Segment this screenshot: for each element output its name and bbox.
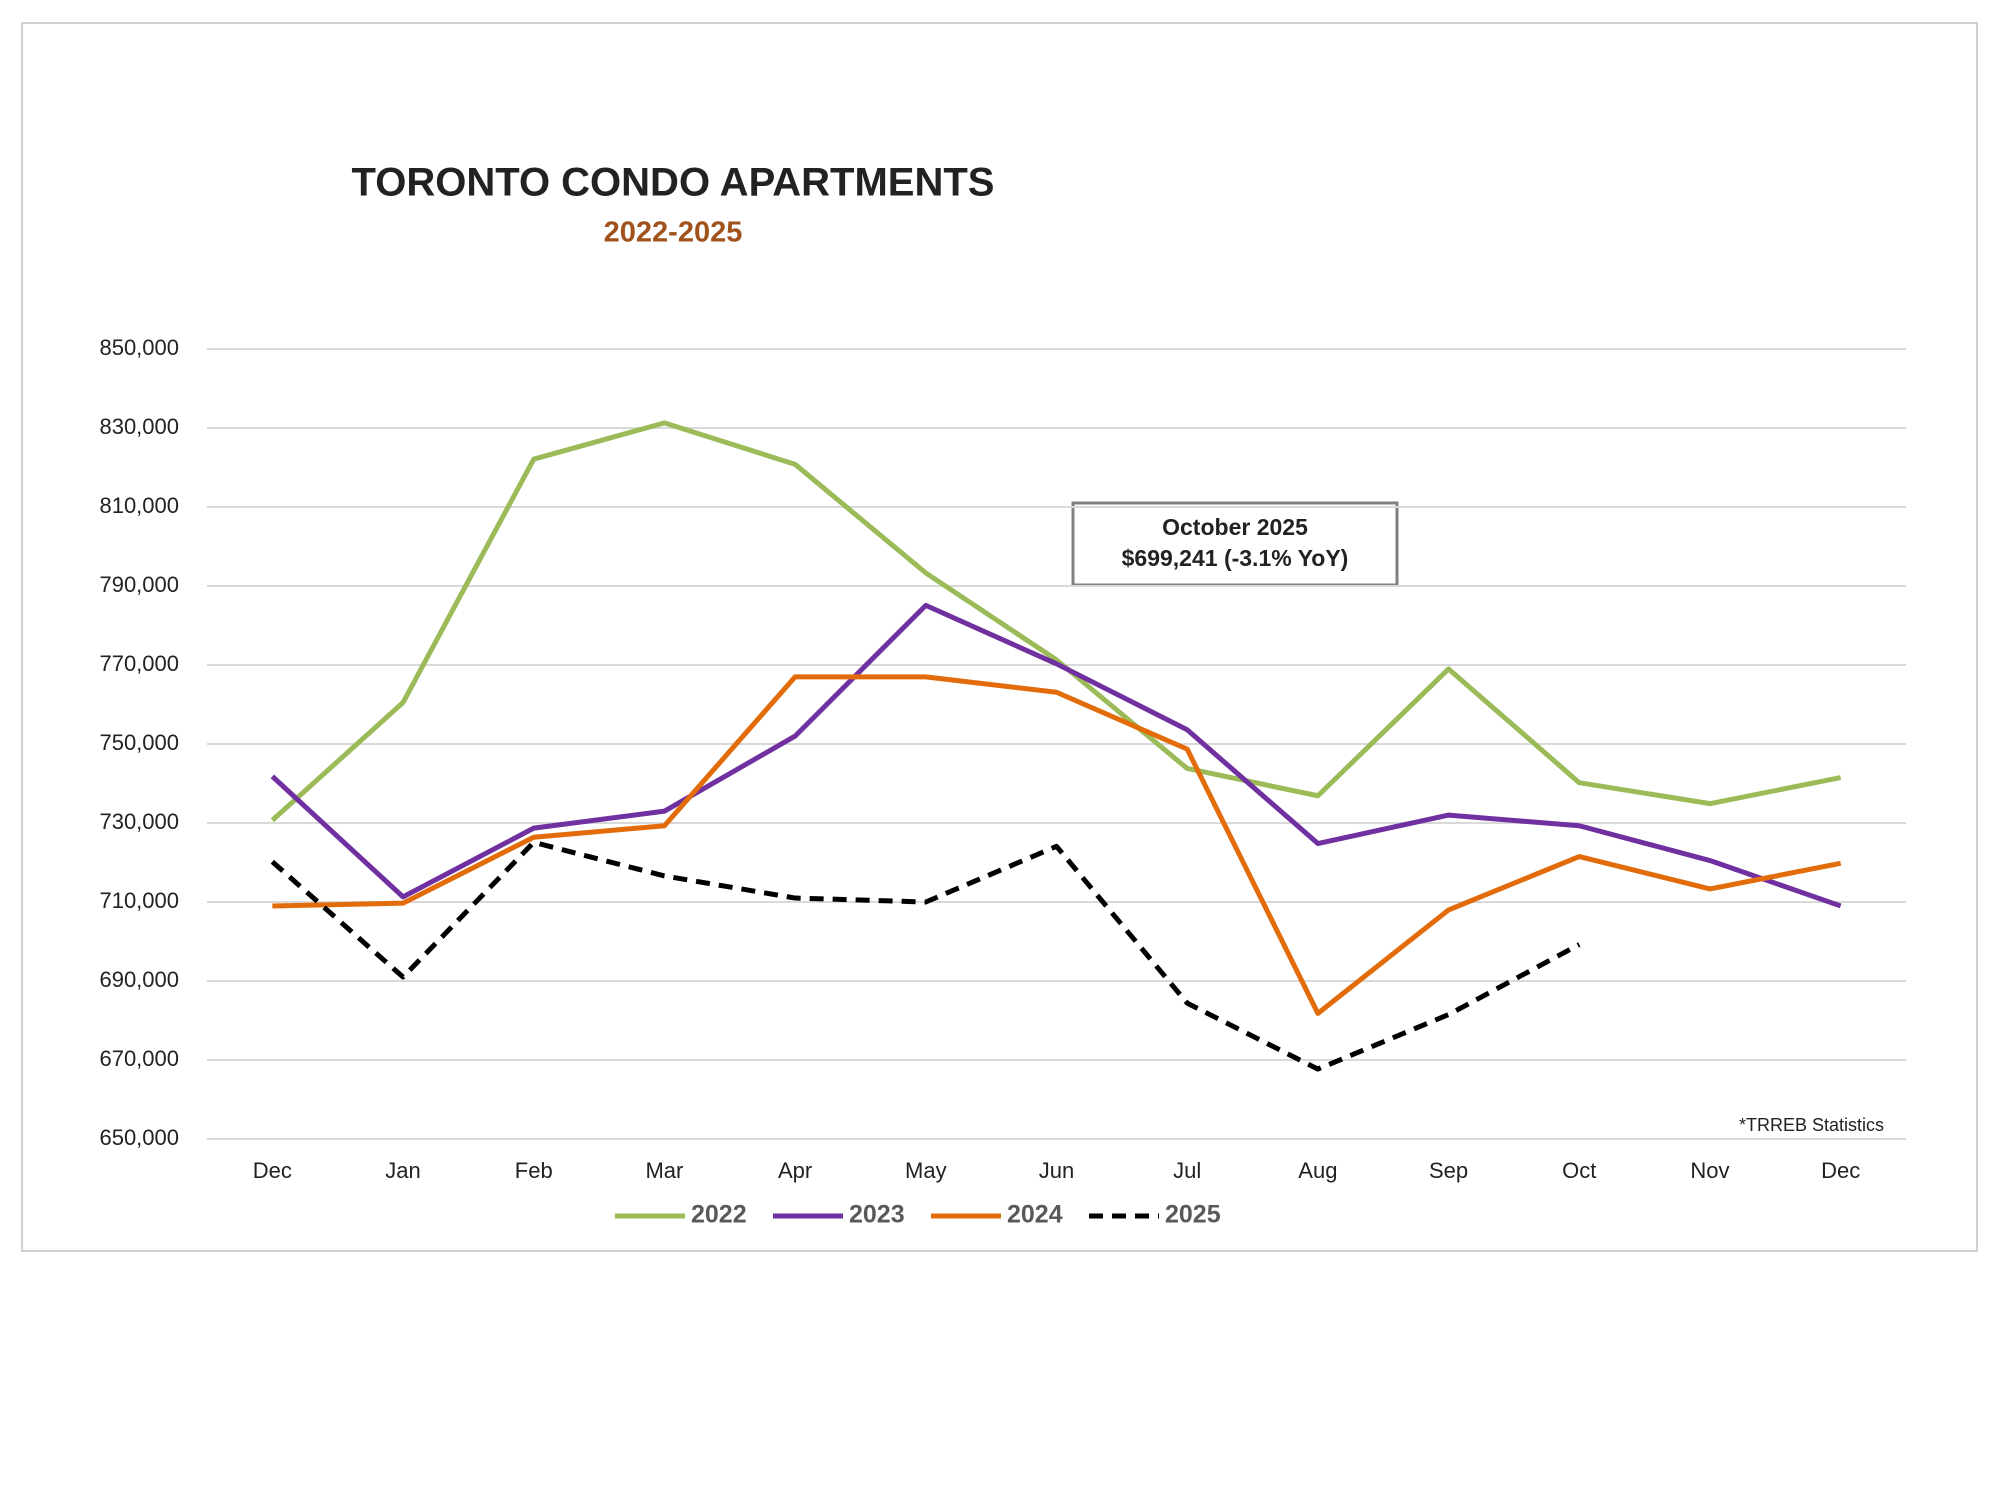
x-tick-label: Feb	[515, 1158, 553, 1183]
y-tick-label: 690,000	[99, 967, 179, 992]
annotation-text: $699,241 (-3.1% YoY)	[1122, 545, 1349, 571]
x-tick-label: Jun	[1039, 1158, 1074, 1183]
x-tick-label: Oct	[1562, 1158, 1596, 1183]
x-tick-label: Dec	[1821, 1158, 1860, 1183]
y-tick-label: 710,000	[99, 888, 179, 913]
x-tick-label: Nov	[1690, 1158, 1729, 1183]
legend-label: 2024	[1007, 1201, 1063, 1229]
y-tick-label: 790,000	[99, 572, 179, 597]
y-tick-label: 750,000	[99, 730, 179, 755]
legend-label: 2025	[1165, 1201, 1221, 1229]
annotation-box	[1071, 501, 1399, 587]
x-tick-label: Dec	[253, 1158, 292, 1183]
x-tick-label: Aug	[1298, 1158, 1337, 1183]
x-tick-label: May	[905, 1158, 947, 1183]
series-line	[270, 602, 1842, 909]
y-tick-label: 650,000	[99, 1125, 179, 1150]
y-tick-label: 830,000	[99, 414, 179, 439]
series-line	[272, 674, 1842, 1016]
y-tick-label: 670,000	[99, 1046, 179, 1071]
source-note: *TRREB Statistics	[1739, 1115, 1884, 1135]
x-tick-label: Sep	[1429, 1158, 1468, 1183]
chart-subtitle: 2022-2025	[604, 217, 743, 249]
x-tick-label: Apr	[778, 1158, 812, 1183]
y-tick-label: 810,000	[99, 493, 179, 518]
x-tick-label: Jul	[1173, 1158, 1201, 1183]
series-line	[270, 420, 1842, 823]
x-tick-label: Jan	[385, 1158, 420, 1183]
y-tick-label: 770,000	[99, 651, 179, 676]
legend-label: 2022	[691, 1201, 747, 1229]
annotation-text: October 2025	[1162, 514, 1308, 540]
y-tick-label: 850,000	[99, 335, 179, 360]
x-tick-label: Mar	[645, 1158, 683, 1183]
legend-label: 2023	[849, 1201, 905, 1229]
chart-title: TORONTO CONDO APARTMENTS	[352, 161, 995, 205]
y-tick-label: 730,000	[99, 809, 179, 834]
series-line	[270, 839, 1581, 1072]
